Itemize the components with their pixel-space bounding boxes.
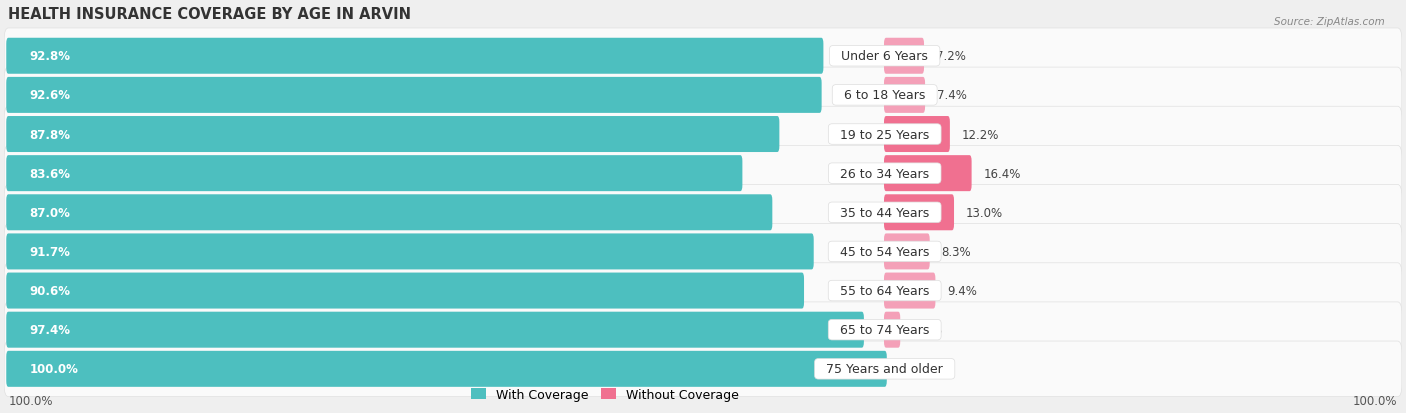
Text: 9.4%: 9.4% — [948, 285, 977, 297]
Text: 2.6%: 2.6% — [912, 323, 942, 336]
FancyBboxPatch shape — [4, 224, 1402, 280]
Text: 83.6%: 83.6% — [30, 167, 70, 180]
FancyBboxPatch shape — [884, 273, 935, 309]
Text: 87.8%: 87.8% — [30, 128, 70, 141]
Text: 75 Years and older: 75 Years and older — [818, 363, 950, 375]
FancyBboxPatch shape — [6, 351, 887, 387]
Text: 55 to 64 Years: 55 to 64 Years — [832, 285, 938, 297]
Text: 45 to 54 Years: 45 to 54 Years — [832, 245, 938, 258]
Text: 92.6%: 92.6% — [30, 89, 70, 102]
Legend: With Coverage, Without Coverage: With Coverage, Without Coverage — [467, 383, 744, 406]
Text: 100.0%: 100.0% — [30, 363, 79, 375]
FancyBboxPatch shape — [6, 312, 863, 348]
Text: HEALTH INSURANCE COVERAGE BY AGE IN ARVIN: HEALTH INSURANCE COVERAGE BY AGE IN ARVI… — [8, 7, 412, 21]
FancyBboxPatch shape — [884, 39, 924, 75]
Text: 97.4%: 97.4% — [30, 323, 70, 336]
FancyBboxPatch shape — [6, 195, 772, 231]
FancyBboxPatch shape — [6, 78, 821, 114]
Text: 35 to 44 Years: 35 to 44 Years — [832, 206, 938, 219]
Text: 16.4%: 16.4% — [983, 167, 1021, 180]
Text: 6 to 18 Years: 6 to 18 Years — [837, 89, 934, 102]
FancyBboxPatch shape — [884, 234, 929, 270]
Text: 19 to 25 Years: 19 to 25 Years — [832, 128, 938, 141]
FancyBboxPatch shape — [4, 107, 1402, 162]
Text: 92.8%: 92.8% — [30, 50, 70, 63]
FancyBboxPatch shape — [6, 156, 742, 192]
FancyBboxPatch shape — [4, 302, 1402, 358]
Text: 8.3%: 8.3% — [942, 245, 972, 258]
Text: 87.0%: 87.0% — [30, 206, 70, 219]
FancyBboxPatch shape — [884, 312, 900, 348]
FancyBboxPatch shape — [884, 195, 955, 231]
FancyBboxPatch shape — [4, 146, 1402, 202]
FancyBboxPatch shape — [6, 234, 814, 270]
FancyBboxPatch shape — [6, 273, 804, 309]
Text: 100.0%: 100.0% — [1353, 394, 1398, 408]
Text: 91.7%: 91.7% — [30, 245, 70, 258]
FancyBboxPatch shape — [4, 185, 1402, 240]
Text: 13.0%: 13.0% — [966, 206, 1002, 219]
FancyBboxPatch shape — [6, 117, 779, 153]
FancyBboxPatch shape — [4, 341, 1402, 396]
Text: Source: ZipAtlas.com: Source: ZipAtlas.com — [1274, 17, 1385, 26]
FancyBboxPatch shape — [4, 29, 1402, 84]
Text: 0.0%: 0.0% — [898, 363, 928, 375]
FancyBboxPatch shape — [4, 68, 1402, 123]
FancyBboxPatch shape — [884, 78, 925, 114]
Text: 26 to 34 Years: 26 to 34 Years — [832, 167, 938, 180]
FancyBboxPatch shape — [884, 117, 950, 153]
Text: 100.0%: 100.0% — [8, 394, 53, 408]
Text: 7.4%: 7.4% — [936, 89, 967, 102]
Text: 65 to 74 Years: 65 to 74 Years — [832, 323, 938, 336]
Text: 7.2%: 7.2% — [936, 50, 966, 63]
FancyBboxPatch shape — [4, 263, 1402, 318]
FancyBboxPatch shape — [6, 39, 824, 75]
Text: 12.2%: 12.2% — [962, 128, 1000, 141]
Text: Under 6 Years: Under 6 Years — [834, 50, 936, 63]
Text: 90.6%: 90.6% — [30, 285, 70, 297]
FancyBboxPatch shape — [884, 156, 972, 192]
